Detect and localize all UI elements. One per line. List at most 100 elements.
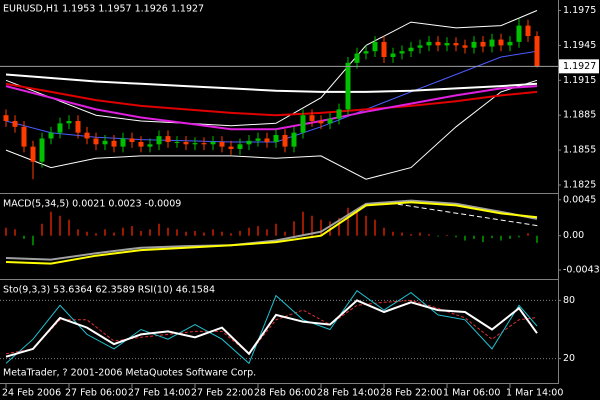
candle-body — [201, 143, 207, 145]
candle-body — [156, 136, 162, 145]
y-tick-label: 1.1855 — [563, 145, 596, 156]
candle-body — [291, 132, 297, 147]
candle-body — [57, 123, 63, 133]
candle-body — [210, 141, 216, 145]
histogram-bar — [392, 231, 394, 236]
candle-body — [282, 134, 288, 147]
candle-body — [192, 143, 198, 145]
panel-title: MACD(5,34,5) 0.0021 0.0023 -0.0009 — [3, 199, 181, 210]
histogram-bar — [509, 235, 511, 239]
histogram-bar — [293, 221, 295, 236]
candle-body — [120, 138, 126, 147]
histogram-bar — [122, 227, 124, 236]
x-tick-label: 27 Feb 06:00 — [65, 388, 127, 399]
x-tick-label: 28 Feb 22:00 — [380, 388, 442, 399]
candle-body — [435, 41, 441, 46]
candle-body — [246, 140, 252, 145]
candle-body — [183, 141, 189, 145]
y-tick-label: -0.0043 — [563, 265, 600, 276]
candle-body — [174, 141, 180, 143]
trend-line — [389, 202, 541, 227]
x-tick-label: 24 Feb 2006 — [2, 388, 61, 399]
histogram-bar — [455, 235, 457, 238]
last-price-label: 1.1927 — [563, 61, 596, 72]
candle-body — [489, 39, 495, 47]
histogram-bar — [311, 215, 313, 236]
candle-body — [417, 45, 423, 48]
candle-body — [399, 51, 405, 54]
candle-body — [363, 51, 369, 54]
candle-body — [327, 118, 333, 124]
histogram-bar — [356, 211, 358, 236]
histogram-bar — [374, 219, 376, 236]
candle-body — [147, 144, 153, 147]
histogram-bar — [5, 227, 7, 236]
histogram-bar — [131, 226, 133, 236]
histogram-bar — [527, 233, 529, 236]
histogram-bar — [194, 230, 196, 236]
histogram-bar — [518, 235, 520, 238]
histogram-bar — [437, 235, 439, 237]
histogram-bar — [23, 235, 25, 239]
candle-body — [237, 144, 243, 149]
candle-body — [381, 41, 387, 58]
x-tick-label: 1 Mar 06:00 — [443, 388, 500, 399]
moving-average — [5, 73, 538, 93]
candle-body — [273, 134, 279, 142]
candle-body — [66, 121, 72, 124]
candle-body — [345, 62, 351, 110]
candle-body — [444, 43, 450, 46]
histogram-bar — [491, 235, 493, 239]
candle-body — [453, 43, 459, 46]
histogram-bar — [302, 211, 304, 236]
histogram-bar — [239, 230, 241, 236]
histogram-bar — [338, 218, 340, 236]
histogram-bar — [410, 234, 412, 236]
y-tick-label: 1.1825 — [563, 180, 596, 191]
candle-body — [534, 36, 540, 67]
candle-body — [111, 140, 117, 147]
candle-body — [219, 141, 225, 147]
histogram-bar — [185, 231, 187, 236]
histogram-bar — [257, 226, 259, 236]
histogram-bar — [221, 231, 223, 236]
oscillator-line — [5, 289, 538, 365]
candle-body — [48, 132, 54, 139]
histogram-bar — [365, 215, 367, 236]
panel-title: EURUSD,H1 1.1953 1.1957 1.1926 1.1927 — [3, 4, 204, 15]
candle-body — [39, 138, 45, 162]
candle-body — [372, 41, 378, 52]
footer: MetaTrader, ? 2001-2006 MetaQuotes Softw… — [3, 368, 256, 379]
histogram-bar — [347, 207, 349, 236]
bollinger-upper — [5, 10, 538, 127]
candle-body — [30, 146, 36, 162]
histogram-bar — [212, 229, 214, 236]
y-tick-label: 1.1975 — [563, 5, 596, 16]
histogram-bar — [68, 219, 70, 236]
candle-body — [93, 138, 99, 145]
histogram-bar — [419, 232, 421, 236]
histogram-bar — [158, 223, 160, 236]
panel-title: Sto(9,3,3) 53.6364 62.3589 RSI(10) 46.15… — [3, 285, 215, 296]
histogram-bar — [482, 235, 484, 243]
histogram-bar — [77, 229, 79, 236]
candle-body — [309, 115, 315, 122]
histogram-bar — [446, 234, 448, 236]
histogram-bar — [203, 232, 205, 236]
y-tick-label: 80 — [563, 295, 575, 306]
candle-body — [336, 109, 342, 119]
oscillator-line — [5, 299, 538, 355]
candle-body — [507, 41, 513, 46]
candle-body — [84, 132, 90, 139]
histogram-bar — [113, 232, 115, 236]
candle-body — [390, 53, 396, 58]
histogram-bar — [230, 233, 232, 236]
candle-body — [525, 25, 531, 37]
moving-average — [5, 82, 538, 117]
histogram-bar — [266, 229, 268, 236]
histogram-bar — [59, 215, 61, 236]
x-tick-label: 1 Mar 14:00 — [506, 388, 563, 399]
histogram-bar — [167, 227, 169, 236]
candle-body — [471, 41, 477, 48]
